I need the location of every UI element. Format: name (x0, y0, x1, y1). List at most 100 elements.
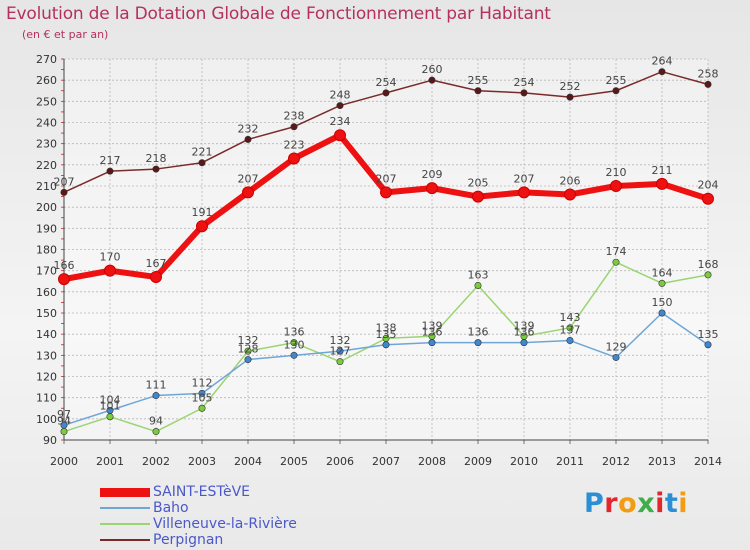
data-label: 168 (698, 258, 719, 271)
data-label: 139 (514, 319, 535, 332)
data-label: 232 (238, 122, 259, 135)
data-label: 139 (422, 319, 443, 332)
data-label: 150 (652, 296, 673, 309)
data-point (60, 421, 68, 429)
x-tick-label: 2003 (188, 455, 216, 468)
legend-swatch (100, 523, 150, 525)
data-point (566, 337, 574, 345)
data-point (244, 356, 252, 364)
data-point (244, 347, 252, 355)
data-label: 132 (330, 334, 351, 347)
axes: 90 100 110 120 130 140 150 160 170 180 190 200 210 22… (36, 53, 722, 468)
y-tick-label: 150 (36, 307, 57, 320)
data-label: 174 (606, 245, 627, 258)
data-point (520, 339, 528, 347)
y-tick-label: 140 (36, 328, 57, 341)
data-label: 206 (560, 174, 581, 187)
data-label: 97 (57, 408, 71, 421)
data-label: 137 (560, 324, 581, 337)
logo-letter: t (664, 488, 679, 519)
data-label: 138 (376, 321, 397, 334)
x-tick-label: 2007 (372, 455, 400, 468)
data-point (474, 281, 482, 289)
line-chart: 90 100 110 120 130 140 150 160 170 180 190 200 210 22… (36, 53, 722, 468)
y-tick-label: 110 (36, 392, 57, 405)
data-label: 164 (652, 266, 673, 279)
data-point (428, 76, 436, 84)
data-point (566, 324, 574, 332)
data-point (658, 68, 666, 76)
x-tick-label: 2014 (694, 455, 722, 468)
x-tick-label: 2006 (326, 455, 354, 468)
data-point (518, 186, 530, 199)
legend-label: Villeneuve-la-Rivière (153, 516, 297, 532)
data-label: 101 (100, 400, 121, 413)
data-label: 143 (560, 311, 581, 324)
data-label: 135 (698, 328, 719, 341)
chart-title: Evolution de la Dotation Globale de Fonc… (6, 4, 551, 24)
data-label: 205 (468, 177, 489, 190)
data-point (336, 358, 344, 366)
data-point (564, 188, 576, 201)
x-tick-label: 2001 (96, 455, 124, 468)
y-tick-label: 130 (36, 349, 57, 362)
legend-swatch (100, 507, 150, 509)
data-label: 223 (284, 138, 305, 151)
logo-letter: P (584, 488, 605, 519)
data-label: 94 (149, 415, 163, 428)
data-label: 207 (514, 172, 535, 185)
data-point (152, 428, 160, 436)
data-point (290, 351, 298, 359)
data-label: 130 (284, 338, 305, 351)
data-label: 136 (284, 326, 305, 339)
y-tick-label: 180 (36, 244, 57, 257)
data-point (426, 182, 438, 195)
data-point (242, 186, 254, 199)
data-point (658, 279, 666, 287)
data-label: 105 (192, 391, 213, 404)
data-label: 170 (100, 251, 121, 264)
data-point (612, 258, 620, 266)
chart-subtitle: (en € et par an) (22, 28, 109, 41)
x-tick-label: 2010 (510, 455, 538, 468)
x-tick-label: 2002 (142, 455, 170, 468)
data-label: 238 (284, 110, 305, 123)
data-point (244, 135, 252, 143)
data-label: 207 (376, 172, 397, 185)
data-point (382, 341, 390, 349)
grid-lines (63, 58, 709, 441)
data-point (520, 89, 528, 97)
data-label: 210 (606, 166, 627, 179)
data-label: 207 (238, 172, 259, 185)
x-tick-label: 2004 (234, 455, 262, 468)
data-label: 218 (146, 152, 167, 165)
data-label: 254 (376, 76, 397, 89)
data-point (60, 188, 68, 196)
data-label: 255 (468, 74, 489, 87)
data-label: 135 (376, 328, 397, 341)
data-point (658, 309, 666, 317)
y-tick-label: 250 (36, 95, 57, 108)
logo-letter: r (604, 488, 619, 519)
data-point (428, 339, 436, 347)
data-labels: 166 170 167 191 207 223 234 207 209 205 207 206 210 2… (54, 55, 719, 428)
data-point (612, 87, 620, 95)
data-label: 264 (652, 55, 673, 68)
legend-label: Baho (153, 500, 189, 516)
data-point (104, 264, 116, 277)
data-point (198, 389, 206, 397)
x-tick-label: 2009 (464, 455, 492, 468)
data-label: 234 (330, 115, 351, 128)
data-point (474, 87, 482, 95)
y-tick-label: 170 (36, 265, 57, 278)
data-label: 167 (146, 257, 167, 270)
data-label: 248 (330, 89, 351, 102)
data-label: 191 (192, 206, 213, 219)
data-point (704, 271, 712, 279)
data-label: 112 (192, 376, 213, 389)
data-point (702, 192, 714, 205)
data-label: 129 (606, 340, 627, 353)
data-label: 163 (468, 268, 489, 281)
data-point (610, 180, 622, 192)
